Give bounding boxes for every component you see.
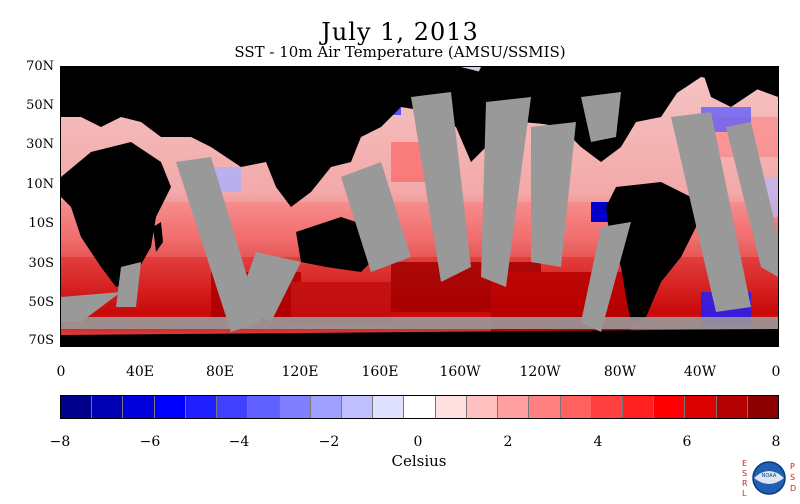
colorbar-swatch [248,396,280,418]
lat-label-50n: 50N [26,98,54,113]
lon-label-80w: 80W [603,364,637,380]
lon-label-40w: 40W [683,364,717,380]
lon-label-120e: 120E [281,364,319,380]
colorbar-swatch [466,396,499,418]
south-america [606,182,701,322]
colorbar-swatch [185,396,218,418]
logo-letter-r: R [742,479,748,488]
colorbar-swatch [622,396,655,418]
lat-label-30s: 30S [28,256,54,271]
colorbar-swatch [747,396,779,418]
colorbar-swatch [560,396,592,418]
colorbar-tick-m4: −4 [228,434,250,450]
lon-label-160e: 160E [361,364,399,380]
lat-label-70s: 70S [28,333,54,348]
lon-label-0-right: 0 [771,364,781,380]
map-subtitle: SST - 10m Air Temperature (AMSU/SSMIS) [234,43,566,61]
colorbar-swatch [123,396,155,418]
lon-label-120w: 120W [519,364,561,380]
north-america [471,67,681,162]
lat-label-10n: 10N [26,177,54,192]
nodata-swaths [61,92,778,332]
lon-label-0-left: 0 [56,364,66,380]
antarctica [61,329,778,346]
sst-map [60,66,779,347]
lat-label-30n: 30N [26,137,54,152]
logo-letter-e: E [742,459,747,468]
sst-map-canvas [61,67,778,346]
colorbar-tick-m8: −8 [49,434,71,450]
colorbar-tick-4: 4 [593,434,603,450]
lat-label-10s: 10S [28,216,54,231]
colorbar-title: Celsius [391,452,447,470]
logo-noaa-text: NOAA [762,473,777,479]
lon-label-160w: 160W [439,364,481,380]
africa [61,142,171,287]
logo-letter-p: P [790,462,795,471]
colorbar-swatch [404,396,436,418]
colorbar-swatch [716,396,748,418]
lat-label-70n: 70N [26,59,54,74]
colorbar-swatch [498,396,530,418]
colorbar [60,395,779,419]
colorbar-swatch [529,396,561,418]
colorbar-swatch [373,396,405,418]
colorbar-tick-m2: −2 [318,434,340,450]
lon-label-40e: 40E [125,364,155,380]
colorbar-swatch [154,396,186,418]
noaa-logo: E S R L NOAA P S D [740,456,798,504]
colorbar-swatch [685,396,717,418]
greenland [701,67,761,107]
colorbar-swatch [217,396,249,418]
colorbar-tick-8: 8 [771,434,781,450]
colorbar-swatch [341,396,374,418]
map-title: July 1, 2013 [321,18,479,46]
lon-label-80e: 80E [205,364,235,380]
colorbar-swatch [435,396,467,418]
logo-letter-l: L [742,489,747,498]
colorbar-tick-6: 6 [682,434,692,450]
logo-letter-s: S [742,469,747,478]
colorbar-tick-0: 0 [413,434,423,450]
lat-label-50s: 50S [28,295,54,310]
colorbar-swatch [654,396,686,418]
colorbar-swatch [310,396,342,418]
colorbar-swatch [591,396,623,418]
logo-letter-s2: S [790,473,795,482]
colorbar-swatch [279,396,311,418]
colorbar-swatch [61,396,93,418]
logo-letter-d: D [790,484,796,493]
colorbar-tick-m6: −6 [139,434,161,450]
madagascar [153,222,163,252]
colorbar-swatch [92,396,124,418]
colorbar-tick-2: 2 [503,434,513,450]
